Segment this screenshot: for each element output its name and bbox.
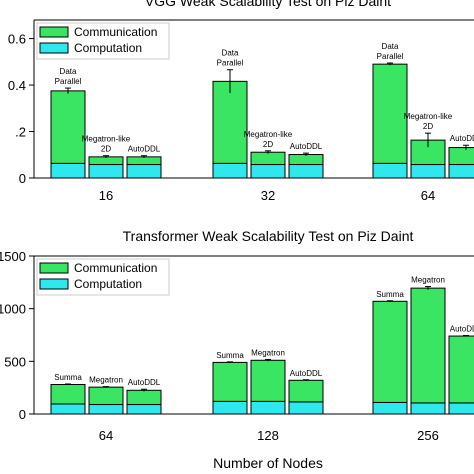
bar-method-label: 2D (101, 145, 111, 154)
bar-communication (250, 151, 286, 166)
bar-method-label: AutoDDL (128, 378, 161, 387)
bar-computation (50, 162, 86, 179)
bar-computation (212, 400, 248, 415)
legend-label-computation: Computation (74, 41, 142, 55)
bar-communication (212, 361, 248, 402)
bar-communication (288, 154, 324, 166)
transformer-chart-panel: Transformer Weak Scalability Test on Piz… (0, 228, 474, 443)
legend-swatch-computation (39, 278, 69, 290)
y-tick-label: 500 (4, 354, 26, 369)
bar-method-label: Summa (376, 290, 404, 299)
bar-computation (372, 162, 408, 179)
y-tick-label: 0.4 (8, 78, 26, 93)
vgg-chart-panel: VGG Weak Scalability Test on Piz Daint 0… (8, 0, 474, 203)
bar-computation (126, 164, 162, 179)
bar-method-label: Megatron-like (82, 135, 131, 144)
bar-communication (448, 147, 474, 166)
bar-computation (448, 402, 474, 415)
legend-label-communication: Communication (74, 25, 157, 39)
y-tick-label: 0 (19, 407, 26, 422)
chart-title: Transformer Weak Scalability Test on Piz… (123, 228, 414, 244)
bar-computation (212, 162, 248, 179)
bar-method-label: Parallel (55, 77, 82, 86)
bar-computation (50, 403, 86, 415)
bar-communication (212, 80, 248, 164)
bar-computation (410, 164, 446, 179)
chart-title: VGG Weak Scalability Test on Piz Daint (145, 0, 391, 9)
bar-communication (88, 386, 124, 406)
bar-method-label: AutoDDL (450, 134, 474, 143)
legend-label-communication: Communication (74, 261, 157, 275)
bar-communication (372, 300, 408, 403)
x-tick-label: 16 (99, 188, 113, 203)
x-tick-label: 32 (261, 188, 275, 203)
bar-method-label: Summa (54, 373, 82, 382)
bar-method-label: 2D (423, 122, 433, 131)
y-tick-label: 0.6 (8, 32, 26, 47)
bar-method-label: 2D (263, 140, 273, 149)
bar-computation (88, 404, 124, 415)
bar-communication (50, 90, 86, 164)
bar-computation (250, 400, 286, 415)
x-axis-label: Number of Nodes (213, 455, 323, 471)
bar-method-label: AutoDDL (290, 142, 323, 151)
bar-computation (288, 164, 324, 179)
bar-method-label: Megatron-like (244, 130, 293, 139)
bar-computation (288, 401, 324, 415)
bar-communication (448, 335, 474, 404)
bar-method-label: Data (222, 49, 239, 58)
bar-computation (410, 402, 446, 415)
y-tick-label: 1000 (0, 302, 26, 317)
x-tick-label: 64 (99, 428, 113, 443)
bar-method-label: Megatron (251, 348, 285, 357)
bar-communication (372, 63, 408, 164)
legend-swatch-communication (39, 26, 69, 38)
x-tick-label: 128 (257, 428, 279, 443)
bar-method-label: Data (60, 67, 77, 76)
x-tick-label: 64 (421, 188, 435, 203)
legend-label-computation: Computation (74, 277, 142, 291)
y-tick-label: 0 (19, 171, 26, 186)
bar-communication (50, 384, 86, 405)
bar-method-label: AutoDDL (128, 145, 161, 154)
bar-method-label: Parallel (217, 59, 244, 68)
bar-computation (250, 164, 286, 179)
bar-computation (88, 164, 124, 179)
bar-method-label: Parallel (377, 52, 404, 61)
y-tick-label: 1500 (0, 249, 26, 264)
y-tick-label: .2 (15, 125, 26, 140)
x-tick-label: 256 (417, 428, 439, 443)
legend-swatch-computation (39, 42, 69, 54)
bar-communication (288, 379, 324, 403)
bar-method-label: AutoDDL (450, 325, 474, 334)
bar-communication (250, 359, 286, 402)
bar-computation (448, 164, 474, 179)
bar-method-label: Megatron-like (404, 112, 453, 121)
bar-method-label: Summa (216, 351, 244, 360)
bar-method-label: AutoDDL (290, 369, 323, 378)
bar-computation (126, 404, 162, 415)
bar-method-label: Megatron (411, 276, 445, 285)
bar-communication (126, 389, 162, 406)
bar-communication (410, 287, 446, 404)
bar-method-label: Data (382, 42, 399, 51)
legend-swatch-communication (39, 262, 69, 274)
bar-method-label: Megatron (89, 376, 123, 385)
bar-communication (410, 139, 446, 166)
bar-computation (372, 401, 408, 415)
